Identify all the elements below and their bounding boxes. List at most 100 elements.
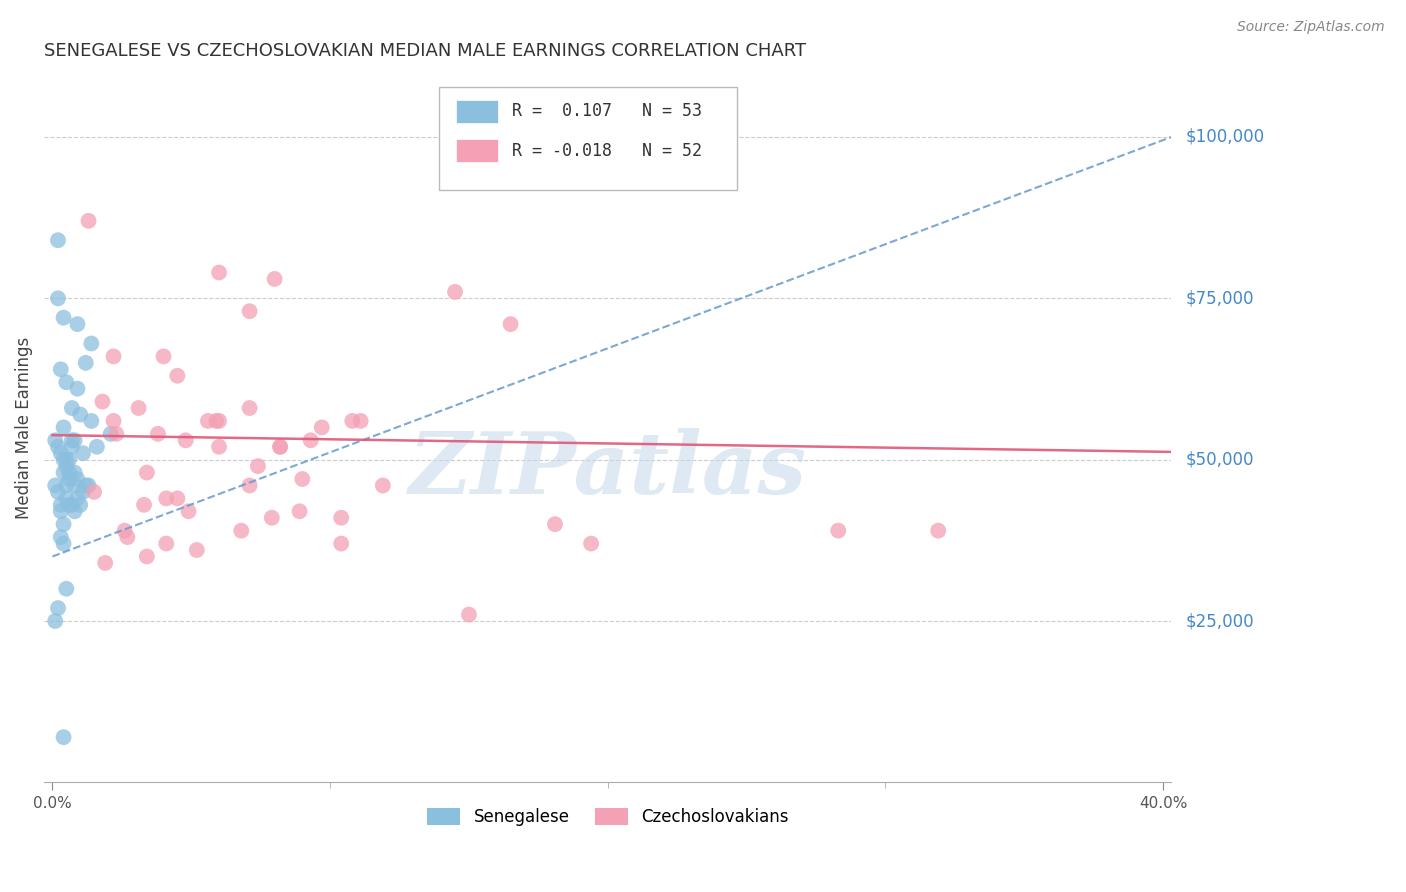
Point xyxy=(69,408,91,422)
Point xyxy=(100,426,122,441)
Point xyxy=(52,466,75,480)
Point xyxy=(44,478,66,492)
Point xyxy=(55,491,77,506)
Point xyxy=(46,440,69,454)
Point xyxy=(52,452,75,467)
Point xyxy=(288,504,311,518)
Point xyxy=(132,498,155,512)
Point xyxy=(66,472,89,486)
Point xyxy=(49,446,72,460)
Point xyxy=(114,524,136,538)
Point xyxy=(927,524,949,538)
Point xyxy=(75,356,97,370)
FancyBboxPatch shape xyxy=(439,87,737,190)
Point xyxy=(66,382,89,396)
Point xyxy=(58,498,80,512)
Point xyxy=(49,498,72,512)
Point xyxy=(239,478,262,492)
Point xyxy=(58,472,80,486)
Point xyxy=(77,478,100,492)
Point xyxy=(63,504,86,518)
Point xyxy=(44,434,66,448)
Point xyxy=(52,420,75,434)
Point xyxy=(128,401,150,415)
Point xyxy=(52,730,75,744)
Point xyxy=(91,394,114,409)
Point xyxy=(350,414,373,428)
Point xyxy=(117,530,139,544)
Text: SENEGALESE VS CZECHOSLOVAKIAN MEDIAN MALE EARNINGS CORRELATION CHART: SENEGALESE VS CZECHOSLOVAKIAN MEDIAN MAL… xyxy=(44,42,806,60)
Text: R = -0.018   N = 52: R = -0.018 N = 52 xyxy=(512,142,702,160)
Legend: Senegalese, Czechoslovakians: Senegalese, Czechoslovakians xyxy=(419,799,797,834)
Point xyxy=(63,478,86,492)
Point xyxy=(55,375,77,389)
Point xyxy=(103,350,125,364)
Point xyxy=(135,549,157,564)
Point xyxy=(166,368,188,383)
Point xyxy=(239,304,262,318)
Point xyxy=(49,530,72,544)
Point xyxy=(49,504,72,518)
Point xyxy=(60,434,83,448)
Point xyxy=(52,536,75,550)
Point xyxy=(444,285,467,299)
Point xyxy=(371,478,394,492)
Point xyxy=(827,524,849,538)
Point xyxy=(60,440,83,454)
Point xyxy=(66,491,89,506)
Point xyxy=(205,414,228,428)
Point xyxy=(208,440,231,454)
Point xyxy=(46,484,69,499)
Point xyxy=(208,414,231,428)
Point xyxy=(166,491,188,506)
Point xyxy=(63,466,86,480)
Point xyxy=(60,401,83,415)
Point xyxy=(77,214,100,228)
Point xyxy=(246,459,269,474)
Point xyxy=(83,484,105,499)
Point xyxy=(66,317,89,331)
Text: ZIPatlas: ZIPatlas xyxy=(409,428,807,512)
Text: $25,000: $25,000 xyxy=(1185,612,1254,630)
Point xyxy=(58,466,80,480)
Point xyxy=(330,510,353,524)
Point xyxy=(263,272,285,286)
Point xyxy=(58,452,80,467)
Point xyxy=(55,459,77,474)
Point xyxy=(60,498,83,512)
Text: $50,000: $50,000 xyxy=(1185,450,1254,468)
Point xyxy=(135,466,157,480)
Bar xyxy=(456,139,499,161)
Point xyxy=(260,510,283,524)
Point xyxy=(55,582,77,596)
Point xyxy=(86,440,108,454)
Point xyxy=(177,504,200,518)
Point xyxy=(299,434,322,448)
Point xyxy=(155,536,177,550)
Point xyxy=(105,426,128,441)
Point xyxy=(186,543,208,558)
Point xyxy=(269,440,291,454)
Point xyxy=(146,426,169,441)
Point xyxy=(69,498,91,512)
Point xyxy=(458,607,481,622)
Point xyxy=(94,556,117,570)
Point xyxy=(52,310,75,325)
Point xyxy=(80,414,103,428)
Point xyxy=(499,317,522,331)
Point xyxy=(269,440,291,454)
Y-axis label: Median Male Earnings: Median Male Earnings xyxy=(15,336,32,518)
Point xyxy=(330,536,353,550)
Point xyxy=(49,362,72,376)
Point xyxy=(231,524,253,538)
Point xyxy=(52,517,75,532)
Point xyxy=(63,434,86,448)
Point xyxy=(46,233,69,247)
Point xyxy=(44,614,66,628)
Point xyxy=(80,336,103,351)
Point xyxy=(46,601,69,615)
Point xyxy=(152,350,174,364)
Point xyxy=(544,517,567,532)
Text: R =  0.107   N = 53: R = 0.107 N = 53 xyxy=(512,103,702,120)
Text: $75,000: $75,000 xyxy=(1185,289,1254,308)
